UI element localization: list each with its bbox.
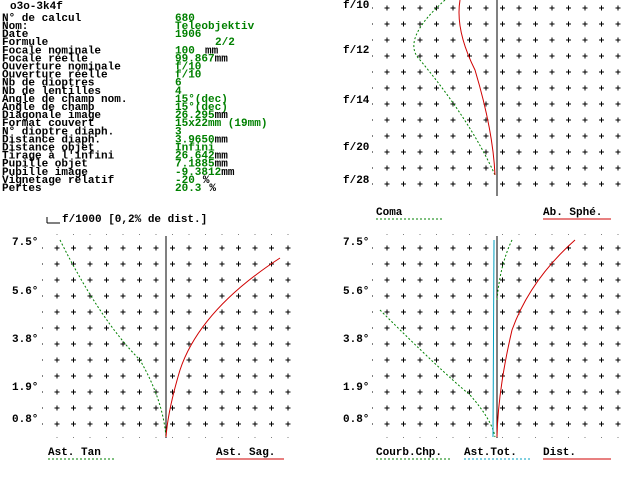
y-label: f/20 — [343, 142, 369, 154]
field-value: 3.9650 — [175, 134, 215, 146]
y-label: f/14 — [343, 95, 370, 107]
field-label: Vignetage relatif — [2, 175, 115, 187]
field-value: f/10 — [175, 62, 201, 74]
field-curve — [379, 309, 496, 438]
total-ast-curve — [492, 239, 495, 438]
field-value: 2/2 — [215, 37, 235, 49]
field-label: Pupille image — [2, 167, 88, 179]
field-value: f/10 — [175, 70, 201, 82]
field-label: Angle de champ — [2, 102, 95, 114]
spherical-curve — [458, 0, 496, 176]
field-label: Date — [2, 29, 29, 41]
legend-label: Ast. Tan — [48, 447, 101, 459]
field-label: Format couvert — [2, 118, 94, 130]
field-value: 4 — [175, 86, 182, 98]
field-label: Angle de champ nom. — [2, 94, 127, 106]
field-label: Diagonale image — [2, 110, 101, 122]
field-label: Pertes — [2, 183, 42, 195]
field-unit: mm — [221, 167, 235, 179]
grid — [372, 234, 628, 438]
field-label: Focale nominale — [2, 45, 101, 57]
distortion-curve — [496, 239, 576, 438]
legend-label: Ast. Sag. — [216, 447, 275, 459]
y-label: f/10 — [343, 0, 369, 12]
field-label: Distance objet — [2, 143, 94, 155]
y-label: 1.9° — [12, 382, 38, 394]
tan-curve — [59, 239, 167, 438]
field-label: N° dioptre diaph. — [2, 126, 114, 138]
field-unit: mm — [215, 110, 229, 122]
field-value: Teleobjektiv — [175, 21, 255, 33]
field-value: 15x22mm (19mm) — [175, 118, 267, 130]
legend-label: Dist. — [543, 447, 576, 459]
grid — [372, 0, 628, 196]
field-value: 6 — [175, 78, 182, 90]
file-title: o3o-3k4f — [10, 1, 63, 13]
field-value: Infini — [175, 143, 215, 155]
field-unit: mm — [205, 45, 219, 57]
field-unit: mm — [215, 159, 229, 171]
field-curve — [496, 239, 513, 301]
field-unit: % — [209, 183, 216, 195]
y-label: f/28 — [343, 175, 370, 187]
grid — [42, 234, 292, 438]
field-unit: mm — [215, 134, 229, 146]
legend-label: Ast.Tot. — [464, 447, 517, 459]
field-value: 3 — [175, 126, 182, 138]
field-label: Pupille objet — [2, 159, 88, 171]
field-value: 26.295 — [175, 110, 215, 122]
field-unit: % — [203, 175, 210, 187]
plot-title: f/1000 [0,2% de dist.] — [62, 214, 207, 226]
field-value: 15°(dec) — [175, 102, 228, 114]
y-label: 3.8° — [12, 334, 38, 346]
legend-label: Ab. Sphé. — [543, 207, 602, 219]
field-label: Nom: — [2, 21, 28, 33]
field-label: Nb de dioptres — [2, 78, 94, 90]
field-label: Ouverture réelle — [2, 70, 108, 82]
y-label: 0.8° — [12, 414, 38, 426]
y-label: 5.6° — [12, 286, 38, 298]
field-label: N° de calcul — [2, 13, 82, 25]
field-value: 100 — [175, 45, 195, 57]
field-value: 26.642 — [175, 151, 215, 163]
field-value: 1906 — [175, 29, 201, 41]
y-label: 5.6° — [343, 286, 369, 298]
sag-curve — [165, 257, 281, 438]
field-value: 99.867 — [175, 53, 215, 65]
field-label: Nb de lentilles — [2, 86, 101, 98]
field-label: Formule — [2, 37, 49, 49]
y-label: 3.8° — [343, 334, 369, 346]
field-value: 680 — [175, 13, 195, 25]
field-label: Distance diaph. — [2, 134, 101, 146]
field-label: Tirage à l'infini — [2, 151, 115, 163]
y-label: f/12 — [343, 45, 369, 57]
field-value: 7.1885 — [175, 159, 215, 171]
y-label: 1.9° — [343, 382, 369, 394]
coma-curve — [413, 0, 496, 176]
legend-label: Coma — [376, 207, 403, 219]
y-label: 7.5° — [12, 237, 38, 249]
legend-label: Courb.Chp. — [376, 447, 442, 459]
field-value: -9.3812 — [175, 167, 221, 179]
field-label: Focale réelle — [2, 53, 88, 65]
field-value: -20 — [175, 175, 195, 187]
field-value: 15°(dec) — [175, 94, 228, 106]
field-label: Ouverture nominale — [2, 62, 121, 74]
field-value: 20.3 — [175, 183, 202, 195]
field-unit: mm — [215, 151, 229, 163]
y-label: 0.8° — [343, 414, 369, 426]
field-unit: mm — [215, 53, 229, 65]
y-label: 7.5° — [343, 237, 369, 249]
